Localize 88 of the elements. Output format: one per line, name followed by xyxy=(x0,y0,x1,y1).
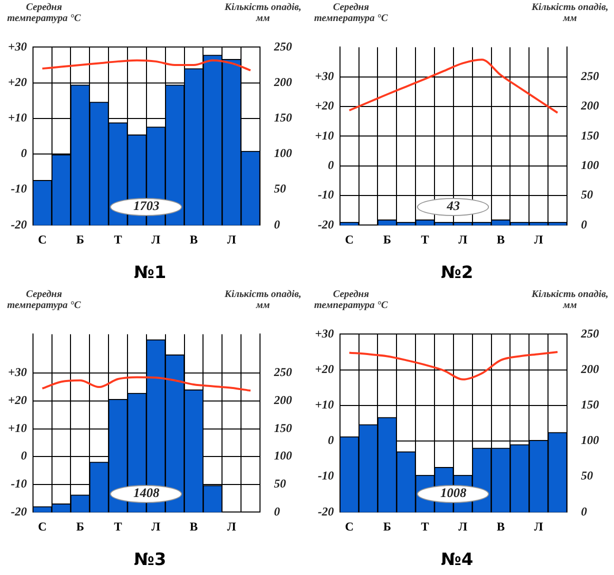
y2-tick-label: 100 xyxy=(581,433,599,448)
y-tick-label: +20 xyxy=(314,98,334,113)
x-tick-label: С xyxy=(344,232,354,246)
x-tick-label: Б xyxy=(76,519,84,534)
y-tick-label: -20 xyxy=(10,504,27,518)
text: №1 xyxy=(134,263,166,284)
y2-tick-label: 150 xyxy=(581,128,599,142)
y-tick-label: +30 xyxy=(314,326,334,340)
line-series xyxy=(348,351,559,380)
x-tick-label: Л xyxy=(227,232,236,246)
y-axis-title: Середня температура °C xyxy=(6,289,82,311)
x-tick-label: Л xyxy=(534,232,544,246)
y2-axis-title: Кількість опадів, мм xyxy=(224,2,302,24)
y-tick-label: -20 xyxy=(10,217,27,232)
text: №2 xyxy=(440,263,474,284)
line-series xyxy=(41,376,252,392)
y-tick-label: +10 xyxy=(314,397,334,412)
x-tick-label: В xyxy=(190,232,198,246)
y2-tick-label: 0 xyxy=(581,217,587,232)
x-tick-label: Б xyxy=(383,519,392,534)
y-tick-label: +20 xyxy=(8,74,27,89)
y2-tick-label: 150 xyxy=(274,420,292,435)
y2-tick-label: 50 xyxy=(581,468,593,483)
y2-tick-label: 150 xyxy=(581,397,599,412)
y-tick-label: -10 xyxy=(10,182,27,196)
y2-axis-title: Кількість опадів, мм xyxy=(530,289,610,311)
y-tick-label: 0 xyxy=(20,448,27,463)
x-tick-label: Т xyxy=(421,519,430,534)
y2-tick-label: 100 xyxy=(581,158,599,172)
x-tick-label: Л xyxy=(151,519,160,534)
y-tick-label: -20 xyxy=(318,504,334,518)
y-tick-label: +20 xyxy=(314,362,334,376)
y-tick-label: -10 xyxy=(10,476,27,490)
y-tick-label: 0 xyxy=(20,146,27,160)
y-tick-label: +20 xyxy=(8,393,27,408)
x-tick-label: Л xyxy=(458,232,468,246)
text: №3 xyxy=(134,550,166,570)
y-axis-title: Середня температура °C xyxy=(313,289,389,311)
y2-axis-title: Кількість опадів, мм xyxy=(530,2,610,24)
y2-tick-label: 200 xyxy=(580,362,599,376)
y-tick-label: +30 xyxy=(8,39,27,54)
y-axis-title: Середня температура °C xyxy=(6,2,82,24)
y2-tick-label: 250 xyxy=(273,365,292,380)
y-tick-label: 0 xyxy=(328,158,334,172)
line-series xyxy=(348,58,559,114)
x-tick-label: С xyxy=(38,232,47,246)
y-tick-label: +30 xyxy=(8,365,27,380)
y-tick-label: +10 xyxy=(314,128,334,142)
x-tick-label: Т xyxy=(114,232,122,246)
y2-tick-label: 200 xyxy=(273,393,292,408)
text: №4 xyxy=(440,550,474,570)
line-series xyxy=(41,59,252,72)
y-axis-title: Середня температура °C xyxy=(313,2,389,24)
x-tick-label: Л xyxy=(458,519,468,534)
x-tick-label: С xyxy=(38,519,47,534)
y2-tick-label: 0 xyxy=(274,217,280,232)
y-tick-label: -20 xyxy=(318,217,334,232)
y2-tick-label: 250 xyxy=(580,68,599,83)
y-tick-label: 0 xyxy=(328,433,334,448)
x-tick-label: В xyxy=(496,232,505,246)
y2-tick-label: 250 xyxy=(580,326,599,340)
x-tick-label: Л xyxy=(227,519,236,534)
x-tick-label: Б xyxy=(383,232,392,246)
x-tick-label: Т xyxy=(421,232,430,246)
y2-tick-label: 200 xyxy=(580,98,599,113)
y-tick-label: -10 xyxy=(318,468,334,483)
y2-axis-title: Кількість опадів, мм xyxy=(224,289,302,311)
y2-tick-label: 150 xyxy=(274,110,292,124)
y2-tick-label: 100 xyxy=(274,146,292,160)
y-tick-label: +10 xyxy=(8,110,27,124)
y2-tick-label: 0 xyxy=(581,504,587,518)
x-tick-label: Т xyxy=(114,519,122,534)
x-tick-label: В xyxy=(496,519,505,534)
x-tick-label: Б xyxy=(76,232,84,246)
y2-tick-label: 0 xyxy=(274,504,280,518)
y2-tick-label: 250 xyxy=(273,39,292,54)
y-tick-label: +30 xyxy=(314,68,334,83)
y2-tick-label: 50 xyxy=(274,182,286,196)
y2-tick-label: 50 xyxy=(581,188,593,202)
y2-tick-label: 200 xyxy=(273,74,292,89)
x-tick-label: Л xyxy=(534,519,544,534)
x-tick-label: С xyxy=(344,519,354,534)
y-tick-label: -10 xyxy=(318,188,334,202)
y-tick-label: +10 xyxy=(8,420,27,435)
x-tick-label: В xyxy=(190,519,198,534)
x-tick-label: Л xyxy=(151,232,160,246)
y2-tick-label: 50 xyxy=(274,476,286,490)
y2-tick-label: 100 xyxy=(274,448,292,463)
